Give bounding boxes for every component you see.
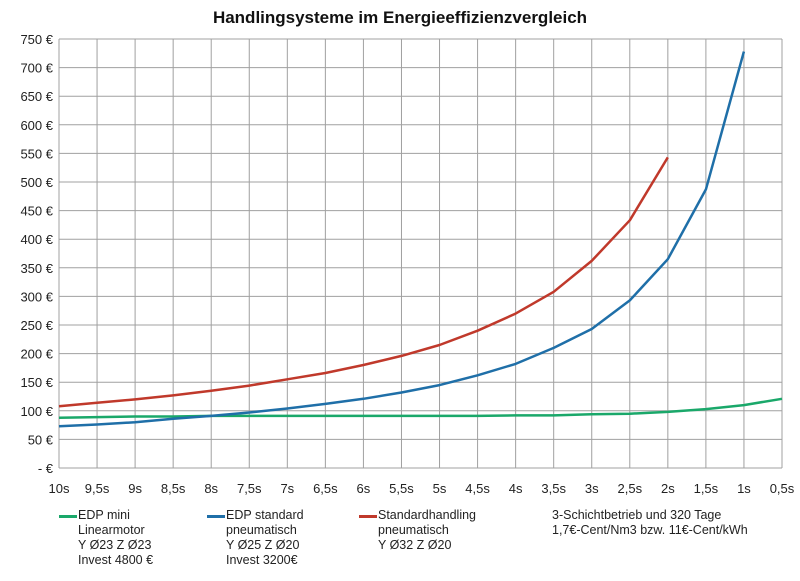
y-tick-label: 150 €: [20, 375, 53, 390]
x-tick-label: 8s: [204, 481, 218, 496]
x-tick-label: 9,5s: [85, 481, 110, 496]
legend-item-standardhandling: Standardhandling pneumatisch Y Ø32 Z Ø20: [359, 508, 476, 553]
chart-note: 3-Schichtbetrieb und 320 Tage 1,7€-Cent/…: [552, 508, 748, 538]
legend-text: pneumatisch: [378, 523, 449, 537]
chart-title: Handlingsysteme im Energieeffizienzvergl…: [212, 8, 588, 27]
note-text: 3-Schichtbetrieb und 320 Tage: [552, 508, 722, 522]
x-tick-label: 4s: [509, 481, 523, 496]
x-tick-label: 6s: [357, 481, 371, 496]
legend-swatch: [359, 515, 377, 518]
x-tick-label: 7,5s: [237, 481, 262, 496]
y-tick-label: 750 €: [20, 32, 53, 47]
legend-text: Y Ø23 Z Ø23: [78, 538, 152, 552]
x-tick-label: 0,5s: [770, 481, 795, 496]
legend-swatch: [59, 515, 77, 518]
y-tick-label: 700 €: [20, 61, 53, 76]
x-tick-label: 9s: [128, 481, 142, 496]
x-tick-label: 5s: [433, 481, 447, 496]
x-tick-label: 6,5s: [313, 481, 338, 496]
y-tick-label: 500 €: [20, 175, 53, 190]
legend-text: Y Ø32 Z Ø20: [378, 538, 452, 552]
legend-item-edp-mini: EDP mini Linearmotor Y Ø23 Z Ø23 Invest …: [59, 508, 154, 568]
series-line-standardhandling: [58, 156, 669, 408]
y-tick-label: 350 €: [20, 261, 53, 276]
y-tick-label: 650 €: [20, 89, 53, 104]
x-tick-label: 8,5s: [161, 481, 186, 496]
y-tick-label: - €: [38, 461, 54, 476]
y-tick-label: 400 €: [20, 232, 53, 247]
legend-text: Linearmotor: [78, 523, 145, 537]
legend-text: pneumatisch: [226, 523, 297, 537]
series-line-edp-mini: [58, 397, 783, 419]
x-tick-label: 4,5s: [465, 481, 490, 496]
y-tick-label: 550 €: [20, 146, 53, 161]
y-tick-label: 100 €: [20, 404, 53, 419]
x-tick-label: 10s: [49, 481, 70, 496]
y-tick-label: 600 €: [20, 118, 53, 133]
x-tick-label: 5,5s: [389, 481, 414, 496]
legend-item-edp-standard: EDP standard pneumatisch Y Ø25 Z Ø20 Inv…: [207, 508, 304, 568]
y-tick-label: 300 €: [20, 289, 53, 304]
x-tick-label: 1s: [737, 481, 751, 496]
legend-text: EDP mini: [78, 508, 130, 522]
y-tick-label: 200 €: [20, 347, 53, 362]
legend-text: EDP standard: [226, 508, 304, 522]
x-tick-label: 3s: [585, 481, 599, 496]
x-tick-label: 1,5s: [694, 481, 719, 496]
legend-swatch: [207, 515, 225, 518]
x-tick-label: 2s: [661, 481, 675, 496]
series-line-edp-standard: [58, 51, 746, 428]
y-tick-label: 50 €: [28, 432, 54, 447]
x-tick-label: 3,5s: [541, 481, 566, 496]
x-tick-label: 7s: [280, 481, 294, 496]
legend-text: Invest 4800 €: [78, 553, 154, 567]
x-tick-label: 2,5s: [618, 481, 643, 496]
note-text: 1,7€-Cent/Nm3 bzw. 11€-Cent/kWh: [552, 523, 748, 537]
y-tick-label: 450 €: [20, 204, 53, 219]
plot-area: - € 50 € 100 € 150 € 200 € 250 € 300 € 350 € 400…: [20, 32, 795, 496]
legend-text: Y Ø25 Z Ø20: [226, 538, 300, 552]
y-tick-label: 250 €: [20, 318, 53, 333]
legend-text: Invest 3200€: [226, 553, 298, 567]
legend-text: Standardhandling: [378, 508, 476, 522]
